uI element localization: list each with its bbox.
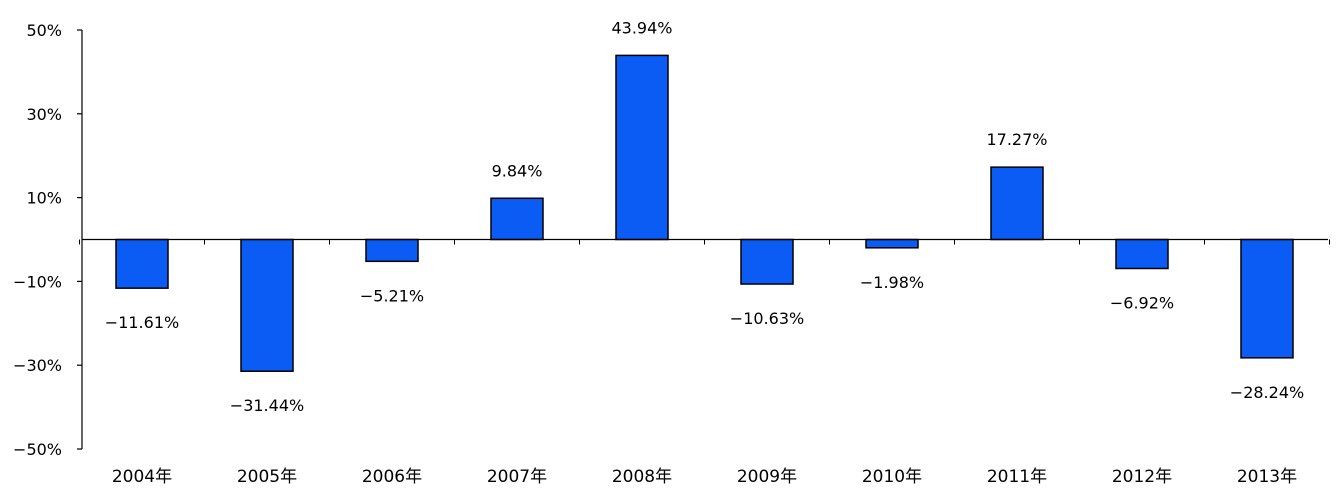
data-label: 17.27% — [986, 130, 1047, 149]
bar-2009年 — [740, 238, 794, 285]
y-tick-label: 30% — [26, 105, 62, 124]
x-tick-label: 2009年 — [737, 467, 797, 487]
data-label: −6.92% — [1110, 293, 1174, 312]
bar-2008年 — [615, 54, 669, 241]
x-tick-label: 2010年 — [862, 467, 922, 487]
data-label: 43.94% — [611, 18, 672, 37]
x-tick-label: 2005年 — [237, 467, 297, 487]
x-axis-labels: 2004年 2005年 2006年 2007年 2008年 2009年 2010年 2011年… — [112, 467, 1297, 487]
data-label: −1.98% — [860, 273, 924, 292]
bar-2007年 — [490, 197, 544, 241]
bars — [115, 54, 1294, 372]
y-tick-label: −30% — [13, 356, 62, 375]
y-tick-label: −50% — [13, 440, 62, 459]
y-tick-label: 50% — [26, 21, 62, 40]
x-tick-label: 2008年 — [612, 467, 672, 487]
data-label: 9.84% — [492, 161, 543, 180]
x-tick-label: 2011年 — [987, 467, 1047, 487]
y-axis: 50% 30% 10% −10% −30% −50% — [13, 21, 83, 459]
bar-2012年 — [1115, 238, 1169, 270]
bar-2011年 — [990, 166, 1044, 241]
y-tick-label: −10% — [13, 272, 62, 291]
bar-2010年 — [865, 238, 919, 249]
data-label: −28.24% — [1230, 383, 1304, 402]
bar-2005年 — [240, 238, 294, 372]
data-labels: −11.61% −31.44% −5.21% 9.84% 43.94% −10.63% −1… — [105, 18, 1304, 415]
bar-2006年 — [365, 238, 419, 263]
zero-baseline — [79, 238, 1330, 245]
x-tick-label: 2013年 — [1237, 467, 1297, 487]
x-tick-label: 2006年 — [362, 467, 422, 487]
x-tick-label: 2012年 — [1112, 467, 1172, 487]
data-label: −5.21% — [360, 286, 424, 305]
x-tick-label: 2004年 — [112, 467, 172, 487]
x-tick-label: 2007年 — [487, 467, 547, 487]
data-label: −11.61% — [105, 313, 179, 332]
bar-2004年 — [115, 238, 169, 289]
data-label: −10.63% — [730, 309, 804, 328]
bar-2013年 — [1240, 238, 1294, 359]
y-tick-label: 10% — [26, 189, 62, 208]
data-label: −31.44% — [230, 396, 304, 415]
